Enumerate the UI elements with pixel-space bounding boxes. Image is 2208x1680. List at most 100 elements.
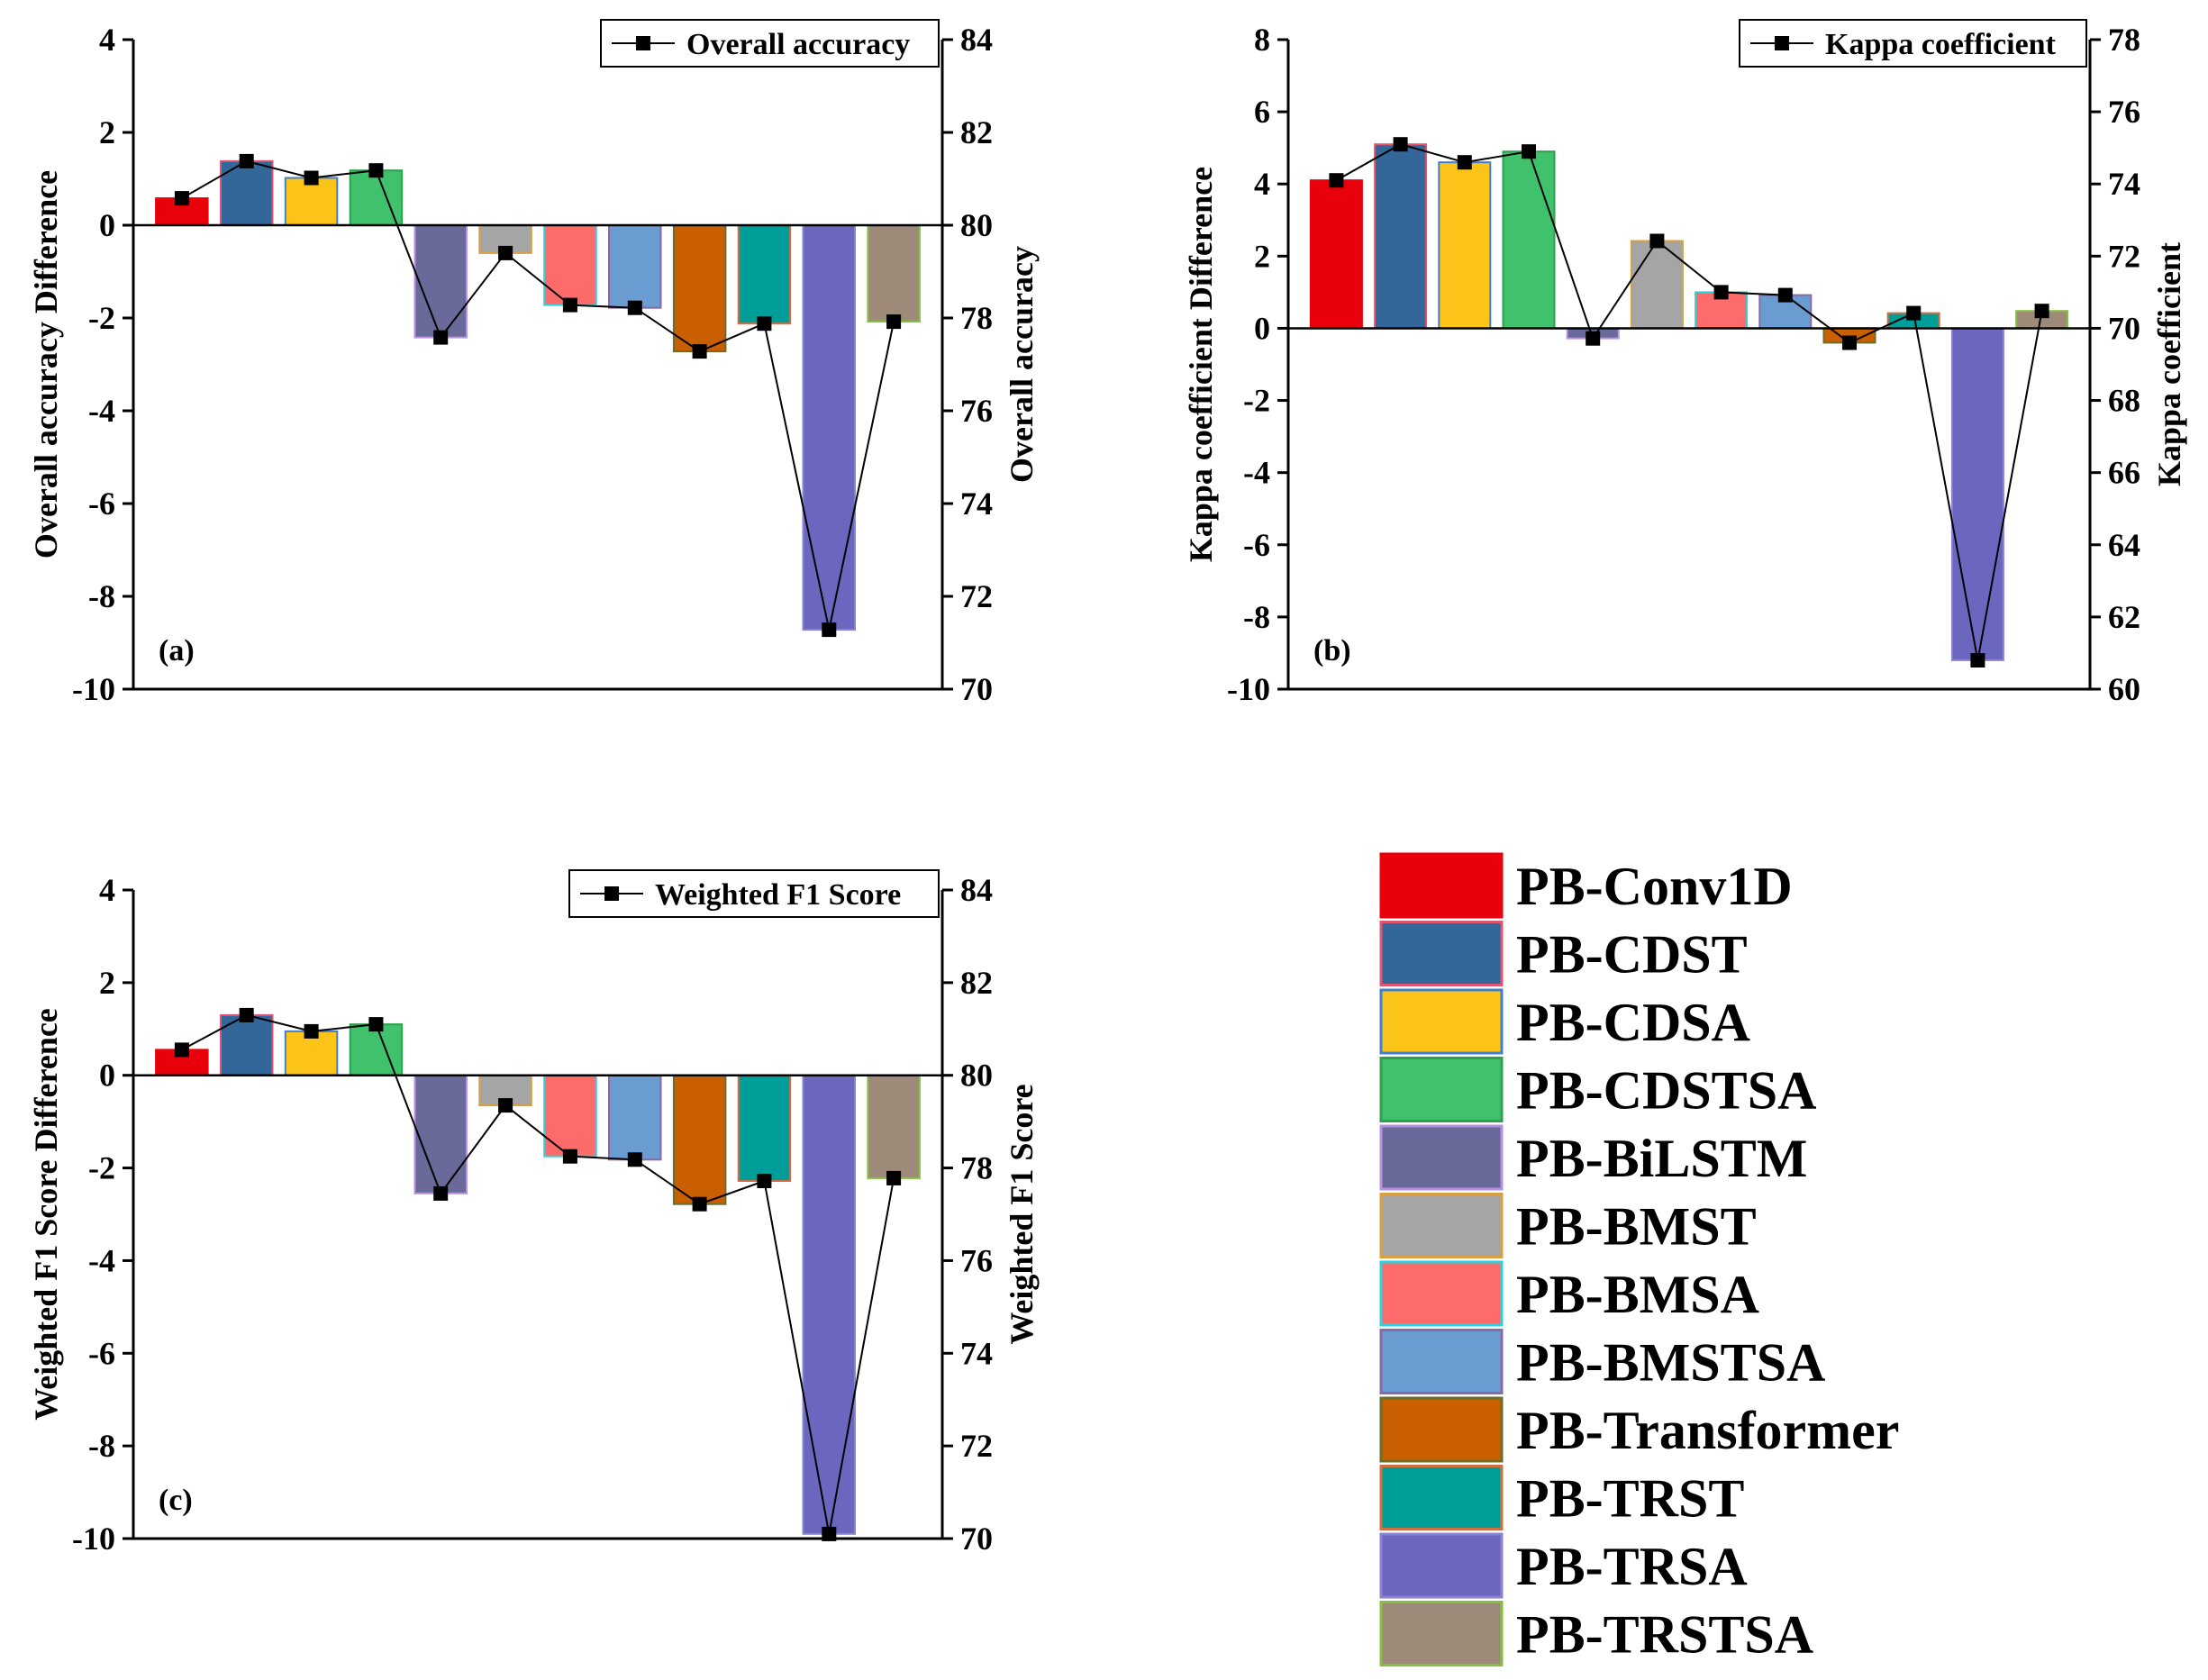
bar-pb-bilstm (413, 224, 468, 339)
legend-item-pb-cdsa: PB-CDSA (1516, 993, 1750, 1052)
left-tick-label: 4 (99, 22, 115, 58)
right-tick-label: 70 (960, 1521, 993, 1557)
legend-swatch-pb-conv1d (1379, 852, 1504, 919)
right-tick-label: 82 (960, 965, 993, 1001)
left-tick-label: -2 (1243, 383, 1270, 419)
line-point-pb-bmstsa (627, 1152, 642, 1167)
bar-pb-cdstsa (1502, 150, 1556, 330)
left-axis-title: Overall accuracy Difference (28, 170, 64, 558)
legend-label: Weighted F1 Score (655, 878, 901, 912)
legend-item-pb-trsa: PB-TRSA (1516, 1537, 1748, 1596)
left-tick-label: 2 (99, 114, 115, 150)
legend-swatch-pb-bilstm (1379, 1124, 1504, 1191)
right-tick-label: 80 (960, 207, 993, 243)
line-point-pb-cdsa (1457, 155, 1472, 170)
bar-pb-cdstsa (349, 1023, 404, 1076)
right-tick-label: 74 (960, 1335, 993, 1371)
legend-marker-swatch (604, 886, 619, 901)
bar-pb-conv1d (1309, 179, 1363, 330)
right-tick-label: 74 (960, 486, 993, 522)
left-tick-label: 8 (1254, 22, 1270, 58)
legend-item-pb-bmsa: PB-BMSA (1516, 1265, 1759, 1324)
line-point-pb-bilstm (433, 1185, 449, 1201)
series-line (181, 1013, 895, 1535)
legend-swatch-pb-cdstsa (1379, 1057, 1504, 1122)
panel-label: (a) (159, 634, 195, 667)
line-point-pb-bmsa (562, 1149, 577, 1164)
legend-swatch-pb-bmstsa (1379, 1329, 1504, 1394)
left-tick-label: -2 (88, 300, 115, 336)
right-tick-label: 70 (960, 671, 993, 707)
bar-pb-bmst (1630, 240, 1684, 330)
legend-marker-swatch (636, 36, 650, 50)
right-tick-label: 84 (960, 872, 993, 908)
panel-label: (c) (159, 1484, 193, 1517)
right-tick-label: 78 (960, 1150, 993, 1186)
bar-pb-trsa (1950, 327, 2004, 661)
legend-item-pb-conv1d: PB-Conv1D (1516, 857, 1793, 916)
legend-item-pb-bmst: PB-BMST (1516, 1197, 1757, 1257)
legend-label: Kappa coefficient (1825, 28, 2057, 61)
bar-pb-transformer (672, 224, 727, 353)
left-axis-title: Kappa coefficient Difference (1183, 167, 1219, 562)
line-point-pb-cdst (239, 153, 254, 168)
series-line (1335, 143, 2043, 661)
left-tick-label: 0 (99, 207, 115, 243)
right-axis-title: Weighted F1 Score (1004, 1084, 1040, 1344)
right-tick-label: 74 (2108, 166, 2140, 202)
right-tick-label: 80 (960, 1058, 993, 1094)
legend-marker-swatch (1775, 36, 1789, 50)
left-tick-label: -6 (88, 1335, 115, 1371)
bar-pb-cdsa (1438, 161, 1492, 330)
right-tick-label: 76 (960, 1242, 993, 1278)
left-tick-label: -6 (88, 486, 115, 522)
bar-pb-cdst (1374, 143, 1428, 330)
left-tick-label: -8 (88, 1428, 115, 1464)
legend-item-pb-trstsa: PB-TRSTSA (1516, 1605, 1813, 1665)
left-tick-label: -4 (88, 393, 115, 429)
line-point-pb-bmstsa (627, 300, 642, 315)
line-point-pb-cdstsa (368, 163, 384, 178)
legend-box (568, 869, 940, 918)
bar-pb-bmsa (543, 1074, 597, 1158)
legend-swatch-pb-bmst (1379, 1193, 1504, 1258)
right-tick-label: 72 (960, 578, 993, 614)
legend-item-pb-bilstm: PB-BiLSTM (1516, 1129, 1807, 1188)
line-point-pb-bilstm (433, 330, 449, 345)
left-tick-label: -10 (72, 671, 115, 707)
right-tick-label: 78 (960, 300, 993, 336)
line-point-pb-trst (757, 1174, 772, 1188)
left-tick-label: 6 (1254, 94, 1270, 130)
legend-item-pb-cdstsa: PB-CDSTSA (1516, 1061, 1816, 1121)
chart-panel-1: 4 2 0 -2 -4 -6 -8 -10 84 82 80 78 76 74 72 70 Overall ac… (28, 19, 1040, 707)
bar-pb-cdsa (284, 1030, 339, 1076)
bar-pb-bmstsa (608, 224, 662, 309)
line-point-pb-cdsa (304, 170, 319, 186)
legend-item-pb-bmstsa: PB-BMSTSA (1516, 1333, 1825, 1393)
right-tick-label: 76 (2108, 94, 2140, 130)
legend-label: Overall accuracy (686, 28, 910, 61)
left-tick-label: -6 (1243, 527, 1270, 563)
line-point-pb-trsa (822, 622, 837, 638)
line-point-pb-cdstsa (1522, 144, 1536, 159)
line-point-pb-conv1d (174, 191, 189, 206)
left-tick-label: -8 (88, 578, 115, 614)
left-tick-label: -10 (1227, 671, 1270, 707)
legend-swatch-pb-trstsa (1379, 1601, 1504, 1666)
line-point-pb-bmsa (1713, 285, 1729, 300)
line-point-pb-trsa (1970, 653, 1985, 667)
left-axis-title: Weighted F1 Score Difference (28, 1008, 64, 1421)
left-tick-label: 0 (1254, 310, 1270, 346)
right-tick-label: 60 (2108, 671, 2140, 707)
line-point-pb-bmst (498, 1098, 513, 1113)
line-point-pb-cdst (239, 1007, 254, 1022)
left-tick-label: -4 (1243, 455, 1270, 491)
right-tick-label: 70 (2108, 310, 2140, 346)
chart-panel-3: 4 2 0 -2 -4 -6 -8 -10 84 82 80 78 76 74 72 70 Weighted F… (28, 869, 1040, 1557)
line-point-pb-transformer (1842, 335, 1857, 350)
right-tick-label: 78 (2108, 22, 2140, 58)
line-point-pb-cdst (1393, 137, 1408, 152)
left-tick-label: -8 (1243, 599, 1270, 635)
line-point-pb-conv1d (174, 1042, 189, 1058)
right-tick-label: 72 (2108, 238, 2140, 274)
